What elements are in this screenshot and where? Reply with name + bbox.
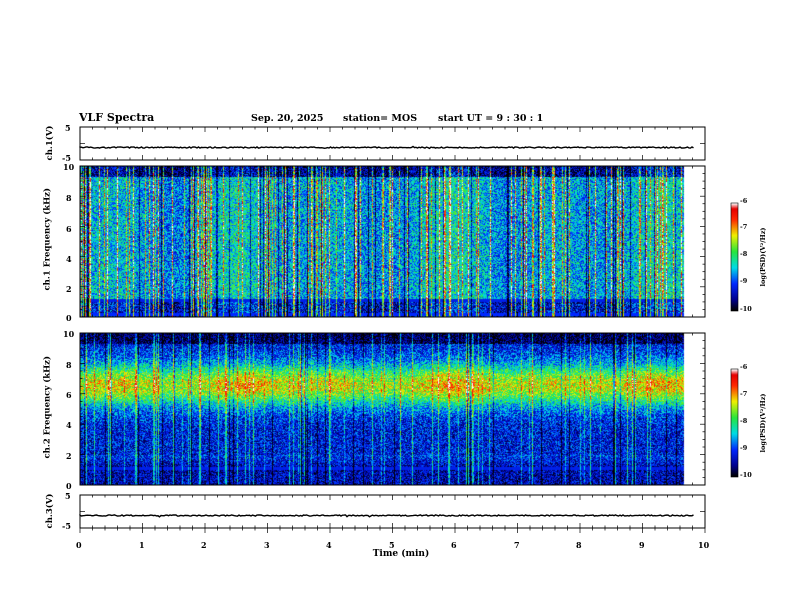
ch1-spec-ytick: 6 [66, 224, 72, 234]
ch2-spec-ytick: 4 [66, 420, 72, 430]
colorbar-frame [730, 368, 739, 478]
ch3-ytick-top: 5 [65, 491, 71, 501]
ch3-ytick-bottom: -5 [62, 521, 71, 531]
cbar1-label: log(PSD)(V²/Hz) [759, 227, 767, 287]
ch1-spec-ytick: 2 [66, 284, 72, 294]
xtick: 1 [139, 540, 145, 550]
xtick: 2 [201, 540, 207, 550]
ch1-spec-ytick: 0 [66, 313, 72, 323]
ch1-spec-ytick: 10 [63, 162, 75, 172]
waveform-trace [79, 145, 694, 150]
xtick: 3 [264, 540, 270, 550]
xtick: 8 [576, 540, 582, 550]
xtick: 7 [514, 540, 520, 550]
ch2-spec-ytick: 2 [66, 451, 72, 461]
ch2-spec-ytick: 0 [66, 481, 72, 491]
date-label: Sep. 20, 2025 [251, 113, 324, 124]
ch2-spectrogram-ylabel: ch.2 Frequency (kHz) [42, 355, 53, 459]
ch2-spectrogram [80, 333, 694, 485]
ch1-spectrogram-ylabel-text: ch.1 Frequency (kHz) [42, 187, 53, 291]
ch1-spectrogram [80, 166, 694, 317]
cbar2-tick: -9 [740, 444, 748, 452]
cbar1-tick: -7 [740, 223, 748, 231]
ch2-spec-ytick: 6 [66, 390, 72, 400]
cbar2-label: log(PSD)(V²/Hz) [759, 393, 767, 453]
x-axis-label: Time (min) [372, 549, 430, 559]
xtick: 6 [451, 540, 457, 550]
xtick: 9 [639, 540, 645, 550]
ch1-ytick-top: 5 [65, 123, 71, 133]
cbar1-tick: -10 [740, 305, 752, 313]
cbar1-tick: -8 [740, 250, 748, 258]
ch2-spec-ytick: 8 [66, 360, 72, 370]
xtick: 5 [389, 540, 395, 550]
waveform-trace [79, 514, 694, 518]
ch2-colorbar [731, 369, 738, 477]
ch3-waveform-ylabel: ch.3(V) [45, 493, 55, 529]
cbar2-tick: -10 [740, 471, 752, 479]
ch1-ytick-bottom: -5 [62, 153, 71, 163]
ch1-colorbar [731, 203, 738, 311]
ch1-spec-ytick: 4 [66, 254, 72, 264]
figure-title: VLF Spectra [79, 111, 155, 124]
ch2-spectrogram-ylabel-text: ch.2 Frequency (kHz) [42, 355, 53, 459]
colorbar-frame [730, 202, 739, 312]
cbar2-tick: -6 [740, 363, 748, 371]
panel-frame [79, 332, 706, 486]
xtick: 0 [76, 540, 82, 550]
cbar2-tick: -7 [740, 390, 748, 398]
cbar1-tick: -6 [740, 197, 748, 205]
ch2-spec-ytick: 10 [63, 329, 75, 339]
xtick: 4 [326, 540, 332, 550]
xtick: 10 [698, 540, 710, 550]
ch1-spectrogram-ylabel: ch.1 Frequency (kHz) [42, 187, 53, 291]
ch1-spec-ytick: 8 [66, 193, 72, 203]
cbar2-tick: -8 [740, 417, 748, 425]
start-time-label: start UT = 9 : 30 : 1 [438, 113, 544, 124]
station-label: station= MOS [343, 113, 418, 124]
ch1-waveform-ylabel: ch.1(V) [45, 125, 55, 161]
cbar1-tick: -9 [740, 277, 748, 285]
panel-frame [79, 165, 706, 318]
